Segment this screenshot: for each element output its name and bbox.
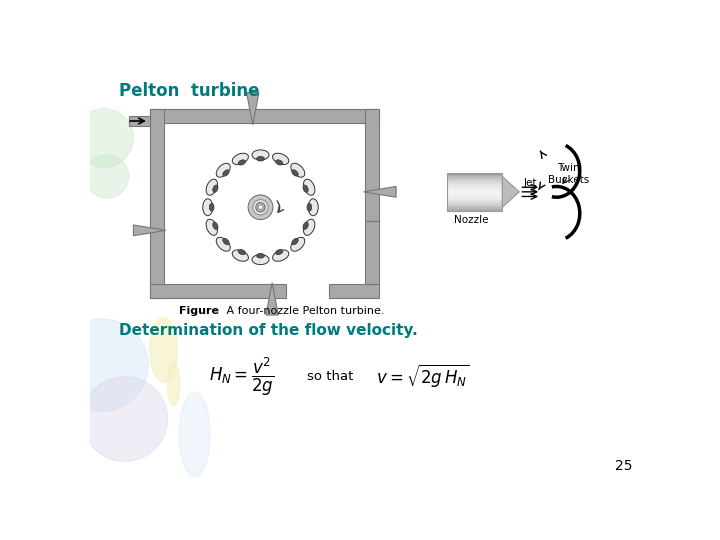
Ellipse shape bbox=[304, 179, 315, 195]
Ellipse shape bbox=[55, 319, 148, 411]
Ellipse shape bbox=[276, 249, 283, 255]
Bar bbox=[446, 209, 503, 212]
Ellipse shape bbox=[292, 238, 298, 245]
Ellipse shape bbox=[216, 163, 230, 177]
Ellipse shape bbox=[273, 250, 289, 261]
Ellipse shape bbox=[238, 249, 246, 255]
Bar bbox=[446, 184, 503, 186]
Circle shape bbox=[256, 202, 265, 212]
Ellipse shape bbox=[179, 392, 210, 477]
Ellipse shape bbox=[82, 377, 168, 461]
Polygon shape bbox=[246, 92, 259, 125]
Text: so that: so that bbox=[307, 370, 354, 383]
Ellipse shape bbox=[213, 185, 218, 192]
Ellipse shape bbox=[203, 199, 213, 215]
Ellipse shape bbox=[233, 250, 248, 261]
Text: Nozzle: Nozzle bbox=[454, 215, 489, 225]
Bar bbox=[446, 180, 503, 183]
Ellipse shape bbox=[303, 185, 308, 192]
Bar bbox=[446, 194, 503, 196]
Ellipse shape bbox=[206, 179, 217, 195]
Polygon shape bbox=[133, 225, 166, 236]
Bar bbox=[446, 174, 503, 177]
Polygon shape bbox=[266, 283, 279, 315]
Ellipse shape bbox=[74, 109, 133, 167]
Circle shape bbox=[258, 205, 263, 210]
Ellipse shape bbox=[233, 153, 248, 165]
Bar bbox=[365, 221, 379, 284]
Ellipse shape bbox=[304, 219, 315, 235]
Bar bbox=[446, 207, 503, 210]
Ellipse shape bbox=[222, 238, 229, 245]
Ellipse shape bbox=[303, 222, 308, 230]
Ellipse shape bbox=[292, 170, 298, 176]
Text: Figure: Figure bbox=[179, 306, 219, 316]
Ellipse shape bbox=[213, 222, 218, 230]
Bar bbox=[446, 190, 503, 192]
Bar bbox=[164, 123, 261, 284]
Text: Jet: Jet bbox=[523, 178, 536, 188]
Ellipse shape bbox=[291, 163, 305, 177]
Ellipse shape bbox=[216, 237, 230, 251]
Text: Pelton  turbine: Pelton turbine bbox=[120, 82, 260, 100]
Bar bbox=[446, 182, 503, 185]
Bar bbox=[446, 200, 503, 202]
Ellipse shape bbox=[222, 170, 229, 176]
Bar bbox=[365, 110, 379, 221]
Ellipse shape bbox=[307, 204, 312, 211]
Bar bbox=[446, 205, 503, 208]
Bar bbox=[446, 178, 503, 181]
Ellipse shape bbox=[238, 160, 246, 165]
Bar bbox=[150, 110, 164, 298]
Bar bbox=[261, 123, 365, 185]
Ellipse shape bbox=[206, 219, 217, 235]
Bar bbox=[446, 198, 503, 200]
Text: Determination of the flow velocity.: Determination of the flow velocity. bbox=[120, 323, 418, 338]
Bar bbox=[164, 123, 365, 284]
Ellipse shape bbox=[308, 199, 318, 215]
Text: Twin
Buckets: Twin Buckets bbox=[547, 164, 589, 185]
Bar bbox=[446, 186, 503, 188]
Bar bbox=[446, 173, 503, 211]
Text: $H_N = \dfrac{v^2}{2g}$: $H_N = \dfrac{v^2}{2g}$ bbox=[209, 355, 274, 398]
Bar bbox=[446, 173, 503, 175]
Bar bbox=[446, 188, 503, 190]
Ellipse shape bbox=[150, 318, 178, 382]
Ellipse shape bbox=[291, 237, 305, 251]
Ellipse shape bbox=[86, 155, 129, 198]
Bar bbox=[150, 110, 379, 123]
Ellipse shape bbox=[252, 150, 269, 160]
Ellipse shape bbox=[168, 363, 180, 406]
Ellipse shape bbox=[276, 160, 283, 165]
Polygon shape bbox=[364, 186, 396, 197]
Text: 25: 25 bbox=[615, 459, 632, 473]
Ellipse shape bbox=[210, 204, 214, 211]
Text: $v = \sqrt{2g\,H_N}$: $v = \sqrt{2g\,H_N}$ bbox=[377, 363, 470, 390]
Ellipse shape bbox=[256, 157, 264, 161]
Bar bbox=[129, 116, 150, 126]
Bar bbox=[329, 284, 379, 298]
Bar bbox=[446, 204, 503, 206]
Ellipse shape bbox=[252, 254, 269, 265]
Polygon shape bbox=[503, 177, 519, 207]
Ellipse shape bbox=[273, 153, 289, 165]
Ellipse shape bbox=[256, 253, 264, 258]
Bar bbox=[446, 201, 503, 204]
Bar bbox=[150, 284, 286, 298]
Bar bbox=[446, 192, 503, 194]
Circle shape bbox=[253, 200, 269, 215]
Bar bbox=[446, 195, 503, 198]
Circle shape bbox=[248, 195, 273, 220]
Text: A four-nozzle Pelton turbine.: A four-nozzle Pelton turbine. bbox=[209, 306, 384, 316]
Bar bbox=[261, 185, 365, 284]
Bar bbox=[446, 177, 503, 179]
